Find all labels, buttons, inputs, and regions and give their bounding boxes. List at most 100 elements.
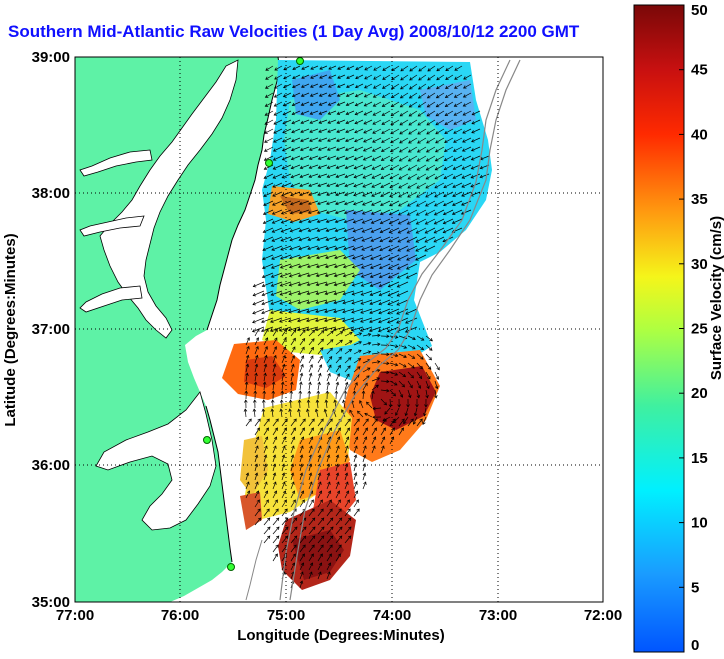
velocity-arrow — [281, 508, 288, 517]
velocity-arrow-head — [299, 192, 303, 197]
velocity-arrow-head — [283, 76, 287, 80]
velocity-arrow-head — [315, 309, 319, 314]
velocity-arrow — [334, 254, 346, 259]
velocity-arrow — [434, 362, 440, 370]
velocity-arrow — [359, 400, 364, 409]
velocity-arrow — [326, 544, 333, 553]
velocity-arrow — [444, 119, 454, 125]
velocity-arrow-head — [319, 75, 323, 79]
velocity-arrow-head — [282, 139, 286, 143]
velocity-arrow — [389, 182, 400, 188]
velocity-arrow-head — [272, 454, 277, 458]
velocity-arrow — [452, 182, 463, 188]
velocity-arrow-head — [302, 535, 307, 539]
velocity-arrow — [353, 341, 362, 346]
velocity-arrow-head — [274, 328, 278, 333]
velocity-arrow — [326, 508, 333, 517]
velocity-arrow-head — [318, 490, 323, 494]
velocity-arrow — [327, 155, 337, 160]
velocity-arrow — [265, 65, 274, 71]
velocity-arrow-head — [307, 228, 312, 233]
velocity-arrow — [290, 481, 295, 490]
velocity-arrow — [344, 182, 355, 187]
velocity-arrow — [380, 445, 385, 454]
velocity-arrow-head — [333, 300, 337, 305]
velocity-arrow-head — [272, 363, 277, 368]
velocity-arrow-head — [336, 490, 341, 494]
velocity-arrow-head — [342, 264, 347, 269]
velocity-arrow-head — [415, 257, 419, 261]
velocity-arrow — [265, 74, 274, 80]
velocity-arrow — [306, 317, 319, 322]
velocity-arrow-head — [425, 203, 429, 207]
velocity-arrow-head — [427, 68, 431, 72]
velocity-arrow-head — [271, 390, 276, 394]
velocity-arrow — [317, 508, 324, 517]
velocity-arrow-head — [291, 93, 296, 98]
velocity-arrow-head — [279, 408, 283, 412]
velocity-arrow — [353, 200, 364, 205]
velocity-arrow — [362, 351, 371, 355]
velocity-arrow — [282, 128, 292, 134]
velocity-arrow — [289, 236, 301, 241]
velocity-arrow — [389, 200, 400, 206]
velocity-arrow-head — [354, 111, 359, 116]
velocity-arrow — [390, 164, 400, 170]
velocity-arrow — [361, 272, 373, 278]
velocity-arrow-head — [371, 390, 375, 394]
velocity-arrow-head — [264, 121, 268, 125]
velocity-arrow-head — [269, 328, 274, 332]
velocity-arrow — [390, 110, 400, 116]
x-tick-label: 73:00 — [479, 607, 517, 624]
velocity-arrow-head — [263, 202, 267, 206]
velocity-arrow — [379, 272, 391, 278]
velocity-arrow-head — [379, 256, 383, 261]
velocity-arrow — [471, 146, 481, 152]
velocity-arrow — [343, 400, 346, 409]
velocity-arrow-head — [386, 379, 390, 384]
velocity-arrow-head — [336, 373, 341, 377]
velocity-arrow-head — [425, 194, 429, 198]
velocity-arrow-head — [290, 201, 294, 206]
velocity-arrow-head — [396, 302, 400, 306]
velocity-arrow-head — [281, 184, 285, 188]
velocity-arrow — [373, 65, 382, 71]
velocity-arrow — [337, 92, 346, 97]
velocity-arrow-head — [370, 256, 374, 260]
velocity-arrow — [272, 481, 277, 490]
velocity-arrow — [290, 418, 297, 427]
velocity-arrow — [387, 299, 400, 305]
velocity-arrow — [443, 227, 454, 233]
velocity-arrow — [434, 380, 438, 389]
velocity-arrow — [317, 356, 323, 364]
velocity-arrow — [407, 200, 418, 207]
velocity-arrow — [335, 436, 340, 445]
velocity-arrow-head — [307, 255, 311, 260]
velocity-arrow-head — [362, 454, 367, 458]
velocity-arrow — [444, 146, 454, 152]
velocity-arrow — [254, 328, 260, 337]
velocity-arrow-head — [388, 239, 392, 243]
velocity-arrow — [407, 389, 411, 398]
velocity-arrow-head — [404, 412, 408, 417]
velocity-arrow — [434, 227, 445, 234]
velocity-arrow — [373, 101, 382, 107]
velocity-arrow — [326, 445, 331, 454]
coastline — [205, 57, 281, 563]
velocity-arrow-head — [325, 219, 330, 224]
velocity-arrow-head — [273, 346, 278, 350]
velocity-arrow — [400, 83, 409, 90]
velocity-arrow — [463, 101, 472, 107]
velocity-arrow-head — [388, 221, 393, 225]
velocity-arrow-head — [300, 436, 305, 440]
velocity-arrow-head — [369, 301, 373, 306]
velocity-arrow — [461, 173, 472, 179]
velocity-arrow-head — [354, 120, 358, 125]
velocity-arrow — [335, 490, 340, 499]
velocity-arrow-head — [453, 94, 458, 98]
velocity-arrow — [390, 155, 400, 161]
potomac-river — [79, 149, 153, 177]
velocity-arrow — [352, 245, 364, 250]
velocity-arrow-head — [273, 94, 278, 98]
velocity-arrow — [380, 418, 387, 427]
